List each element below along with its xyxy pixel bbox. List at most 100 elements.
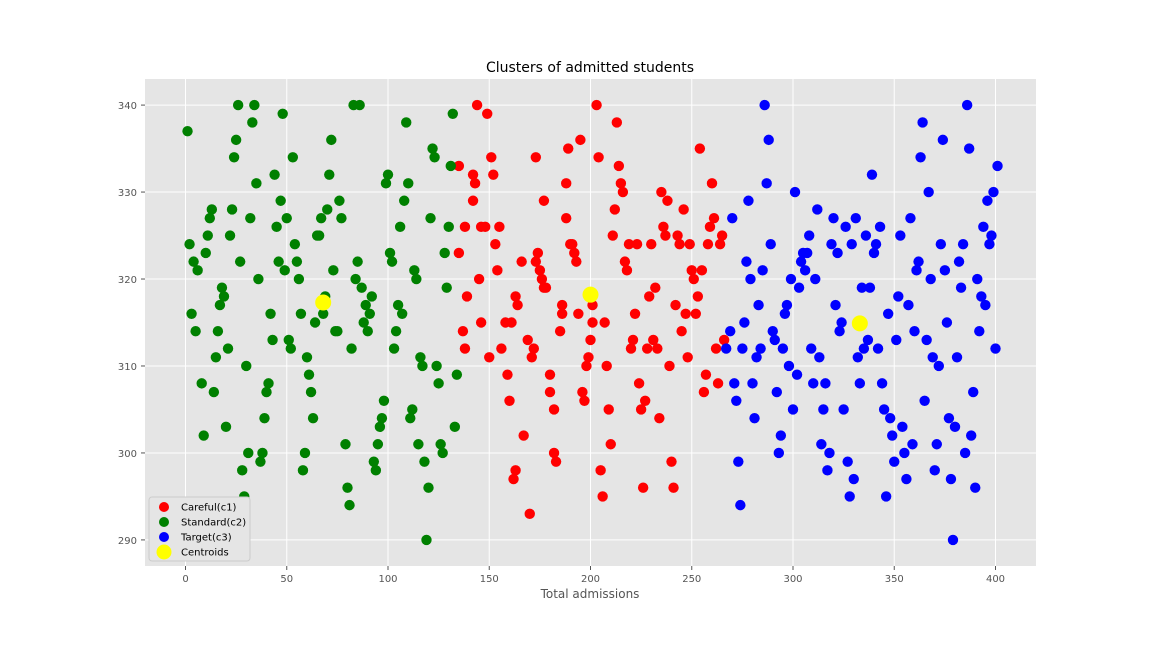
data-point bbox=[949, 421, 961, 433]
data-point bbox=[561, 178, 572, 189]
data-point bbox=[230, 134, 242, 146]
data-point bbox=[344, 499, 355, 511]
data-point bbox=[617, 186, 629, 198]
x-tick-label: 0 bbox=[182, 574, 188, 585]
data-point bbox=[870, 239, 882, 250]
data-point bbox=[388, 343, 400, 354]
data-point bbox=[259, 412, 270, 424]
data-point bbox=[882, 308, 894, 320]
data-point bbox=[968, 386, 979, 398]
data-point bbox=[885, 412, 896, 424]
data-point bbox=[577, 386, 588, 398]
data-point bbox=[486, 152, 497, 163]
data-point bbox=[824, 447, 835, 459]
data-point bbox=[182, 125, 193, 137]
data-point bbox=[957, 239, 969, 250]
data-point bbox=[370, 465, 382, 476]
data-point bbox=[496, 343, 507, 354]
data-point bbox=[775, 430, 787, 441]
data-point bbox=[212, 325, 224, 337]
data-point bbox=[769, 334, 780, 346]
legend-label: Target(c3) bbox=[180, 533, 232, 544]
data-point bbox=[210, 352, 222, 363]
data-point bbox=[386, 256, 398, 267]
data-point bbox=[907, 439, 918, 450]
data-point bbox=[358, 317, 369, 328]
data-points bbox=[182, 99, 1003, 546]
data-point bbox=[318, 308, 329, 320]
data-point bbox=[947, 534, 959, 546]
data-point bbox=[840, 221, 851, 233]
data-point bbox=[368, 456, 380, 467]
data-point bbox=[621, 265, 633, 276]
data-point bbox=[755, 343, 766, 354]
data-point bbox=[637, 482, 649, 493]
data-point bbox=[473, 273, 485, 285]
data-point bbox=[301, 352, 313, 363]
data-point bbox=[749, 412, 760, 424]
y-tick-labels: 290 300 310 320 330 340 bbox=[118, 101, 145, 547]
data-point bbox=[407, 404, 418, 415]
data-point bbox=[449, 421, 461, 433]
data-point bbox=[779, 308, 791, 320]
data-point bbox=[801, 247, 813, 259]
data-point bbox=[267, 334, 278, 346]
data-point bbox=[350, 273, 361, 285]
data-point bbox=[544, 386, 556, 398]
data-point bbox=[488, 169, 499, 180]
data-point bbox=[366, 291, 377, 302]
x-tick-labels: 0 50 100 150 200 250 300 350 400 bbox=[182, 566, 1005, 585]
centroid-point bbox=[315, 294, 332, 311]
data-point bbox=[822, 465, 833, 476]
data-point bbox=[913, 256, 924, 267]
data-point bbox=[556, 308, 568, 320]
data-point bbox=[864, 282, 876, 293]
data-point bbox=[654, 412, 665, 424]
data-point bbox=[326, 134, 337, 146]
data-point bbox=[587, 317, 598, 328]
data-point bbox=[664, 360, 675, 372]
data-point bbox=[492, 265, 503, 276]
data-point bbox=[571, 256, 582, 267]
data-point bbox=[392, 299, 404, 311]
data-point bbox=[409, 265, 420, 276]
x-tick-label: 350 bbox=[885, 574, 904, 585]
data-point bbox=[569, 247, 580, 259]
data-point bbox=[526, 352, 537, 363]
data-point bbox=[692, 291, 704, 302]
data-point bbox=[982, 195, 993, 206]
data-point bbox=[652, 343, 663, 354]
data-point bbox=[293, 273, 305, 285]
data-point bbox=[623, 239, 635, 250]
data-point bbox=[435, 439, 446, 450]
data-point bbox=[277, 108, 288, 119]
data-point bbox=[245, 212, 256, 224]
data-point bbox=[765, 239, 776, 250]
data-point bbox=[988, 186, 999, 198]
data-point bbox=[583, 352, 594, 363]
y-tick-label: 290 bbox=[118, 536, 137, 547]
data-point bbox=[678, 204, 689, 215]
data-point bbox=[696, 265, 708, 276]
data-point bbox=[247, 117, 258, 128]
data-point bbox=[814, 352, 825, 363]
data-point bbox=[852, 352, 863, 363]
data-point bbox=[536, 273, 548, 285]
data-point bbox=[836, 317, 847, 328]
data-point bbox=[688, 273, 699, 285]
data-point bbox=[666, 456, 677, 467]
data-point bbox=[909, 325, 920, 337]
data-point bbox=[980, 299, 991, 311]
data-point bbox=[482, 108, 493, 119]
data-point bbox=[595, 465, 606, 476]
data-point bbox=[372, 439, 384, 450]
data-point bbox=[283, 334, 294, 346]
data-point bbox=[830, 299, 841, 311]
data-point bbox=[911, 265, 922, 276]
data-point bbox=[716, 230, 728, 241]
legend-label: Standard(c2) bbox=[181, 518, 246, 529]
data-point bbox=[953, 256, 965, 267]
data-point bbox=[261, 386, 272, 398]
data-point bbox=[874, 221, 886, 233]
data-point bbox=[291, 256, 303, 267]
